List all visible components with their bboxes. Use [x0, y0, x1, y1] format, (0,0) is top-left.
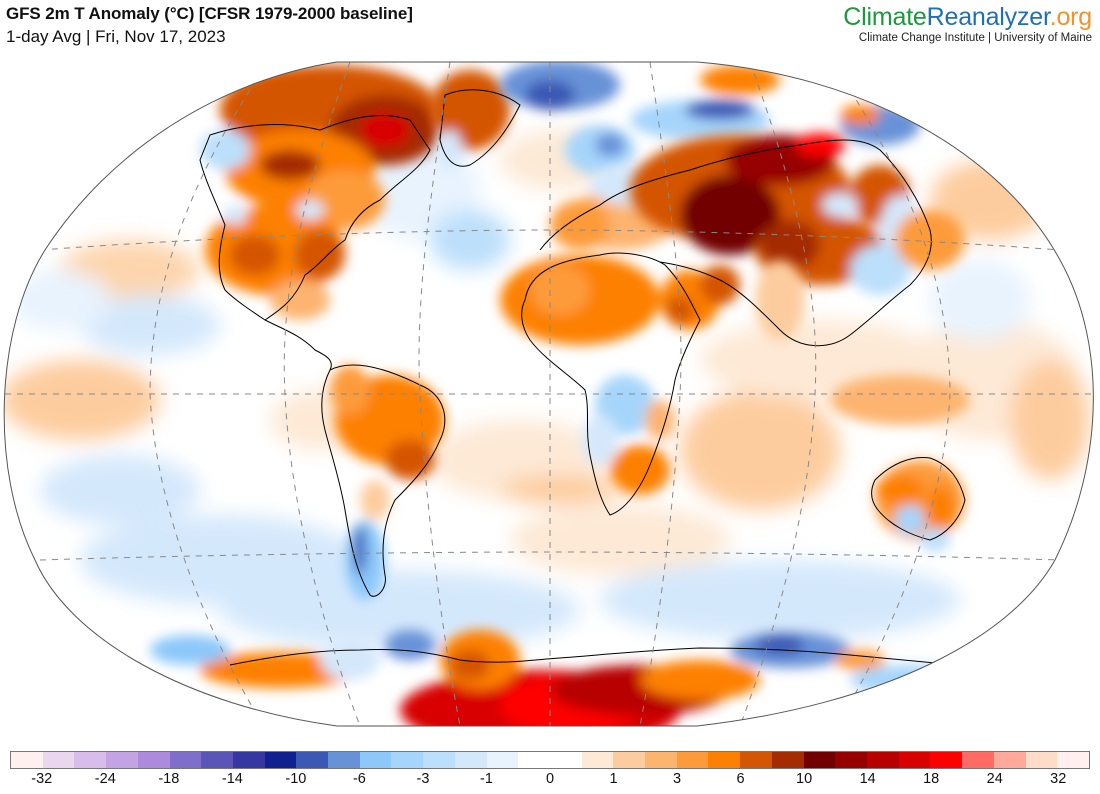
legend-tick-label: 10 [796, 771, 813, 787]
legend-tick-label: 18 [923, 771, 940, 787]
climate-reanalyzer-logo[interactable]: ClimateReanalyzer.org [843, 2, 1092, 32]
legend-bin [740, 752, 772, 768]
anomaly-field [4, 62, 1094, 726]
legend-bin [137, 752, 170, 768]
legend-bin [232, 752, 265, 768]
legend-bin [771, 752, 804, 768]
legend-bin [708, 752, 741, 768]
legend-bin [106, 752, 138, 768]
legend-tick-label: -14 [221, 771, 243, 787]
legend-bin [423, 752, 455, 768]
legend-bin [486, 752, 519, 768]
legend-tick-label: -32 [31, 771, 53, 787]
legend-bin [803, 752, 836, 768]
legend-tick-label: 0 [545, 771, 555, 787]
legend-bin [962, 752, 994, 768]
legend-tick-label: -1 [480, 771, 493, 787]
legend-bin [391, 752, 424, 768]
legend-tick-label: 14 [859, 771, 876, 787]
legend-tick-label: -3 [416, 771, 430, 787]
legend-bin [201, 752, 233, 768]
legend-bin [676, 752, 709, 768]
legend-bin [11, 752, 43, 768]
map-subtitle: 1-day Avg | Fri, Nov 17, 2023 [6, 27, 226, 46]
legend-bin [835, 752, 867, 768]
legend-tick-label: -10 [285, 771, 307, 787]
legend-bin [518, 752, 550, 768]
legend-bin [866, 752, 899, 768]
legend-bin [645, 752, 677, 768]
legend-tick-label: 24 [986, 771, 1003, 787]
legend-bin [454, 752, 487, 768]
legend-tick-label: 3 [673, 771, 682, 787]
logo-org: .org [1049, 3, 1092, 31]
legend-bin [1057, 752, 1089, 768]
legend-tick-label: 6 [736, 771, 745, 787]
logo-climate: Climate [843, 3, 927, 31]
legend-bin [549, 752, 582, 768]
legend-tick-label: -24 [94, 771, 116, 787]
legend-bin [42, 752, 75, 768]
coastlines [199, 89, 1011, 671]
legend-bin [930, 752, 963, 768]
brand-tagline: Climate Change Institute | University of… [858, 32, 1092, 44]
legend-bin [1025, 752, 1058, 768]
legend-bin [613, 752, 646, 768]
map-border [3, 61, 1094, 727]
legend-bin [898, 752, 931, 768]
legend-tick-label: 1 [609, 771, 618, 787]
color-scale-legend [10, 751, 1090, 769]
map-title: GFS 2m T Anomaly (°C) [CFSR 1979-2000 ba… [6, 4, 413, 23]
legend-bin [993, 752, 1026, 768]
logo-reanalyzer: Reanalyzer [926, 3, 1050, 31]
legend-tick-label: 32 [1050, 771, 1067, 787]
legend-bin [169, 752, 202, 768]
graticule [5, 62, 1094, 726]
legend-tick-label: -18 [158, 771, 180, 787]
legend-bin [74, 752, 107, 768]
legend-tick-label: -6 [352, 771, 366, 787]
legend-bin [264, 752, 297, 768]
legend-bin [581, 752, 614, 768]
brand-block: ClimateReanalyzer.org Climate Change Ins… [843, 2, 1092, 44]
legend-bin [359, 752, 392, 768]
world-anomaly-map [0, 55, 1100, 735]
color-scale-labels: -32 -24 -18 -14 -10 -6 -3 -1 0 1 3 6 10 14 18 24 32 [10, 771, 1090, 791]
legend-bin [328, 752, 360, 768]
legend-bin [296, 752, 329, 768]
